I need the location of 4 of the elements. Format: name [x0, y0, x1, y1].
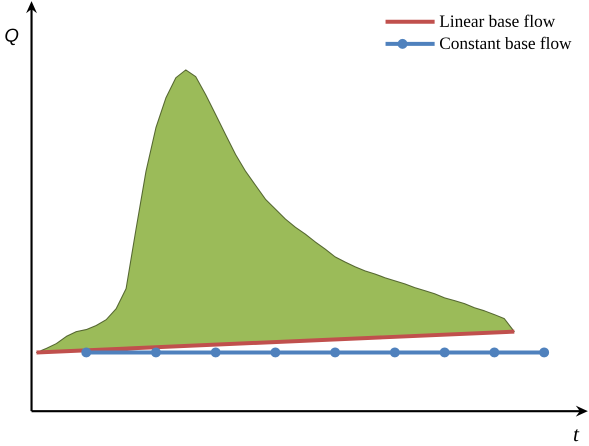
x-axis-title: t — [574, 429, 580, 442]
legend-label: Constant base flow — [440, 36, 572, 50]
legend-label: Linear base flow — [440, 14, 556, 28]
y-axis-title: Q — [5, 28, 18, 46]
